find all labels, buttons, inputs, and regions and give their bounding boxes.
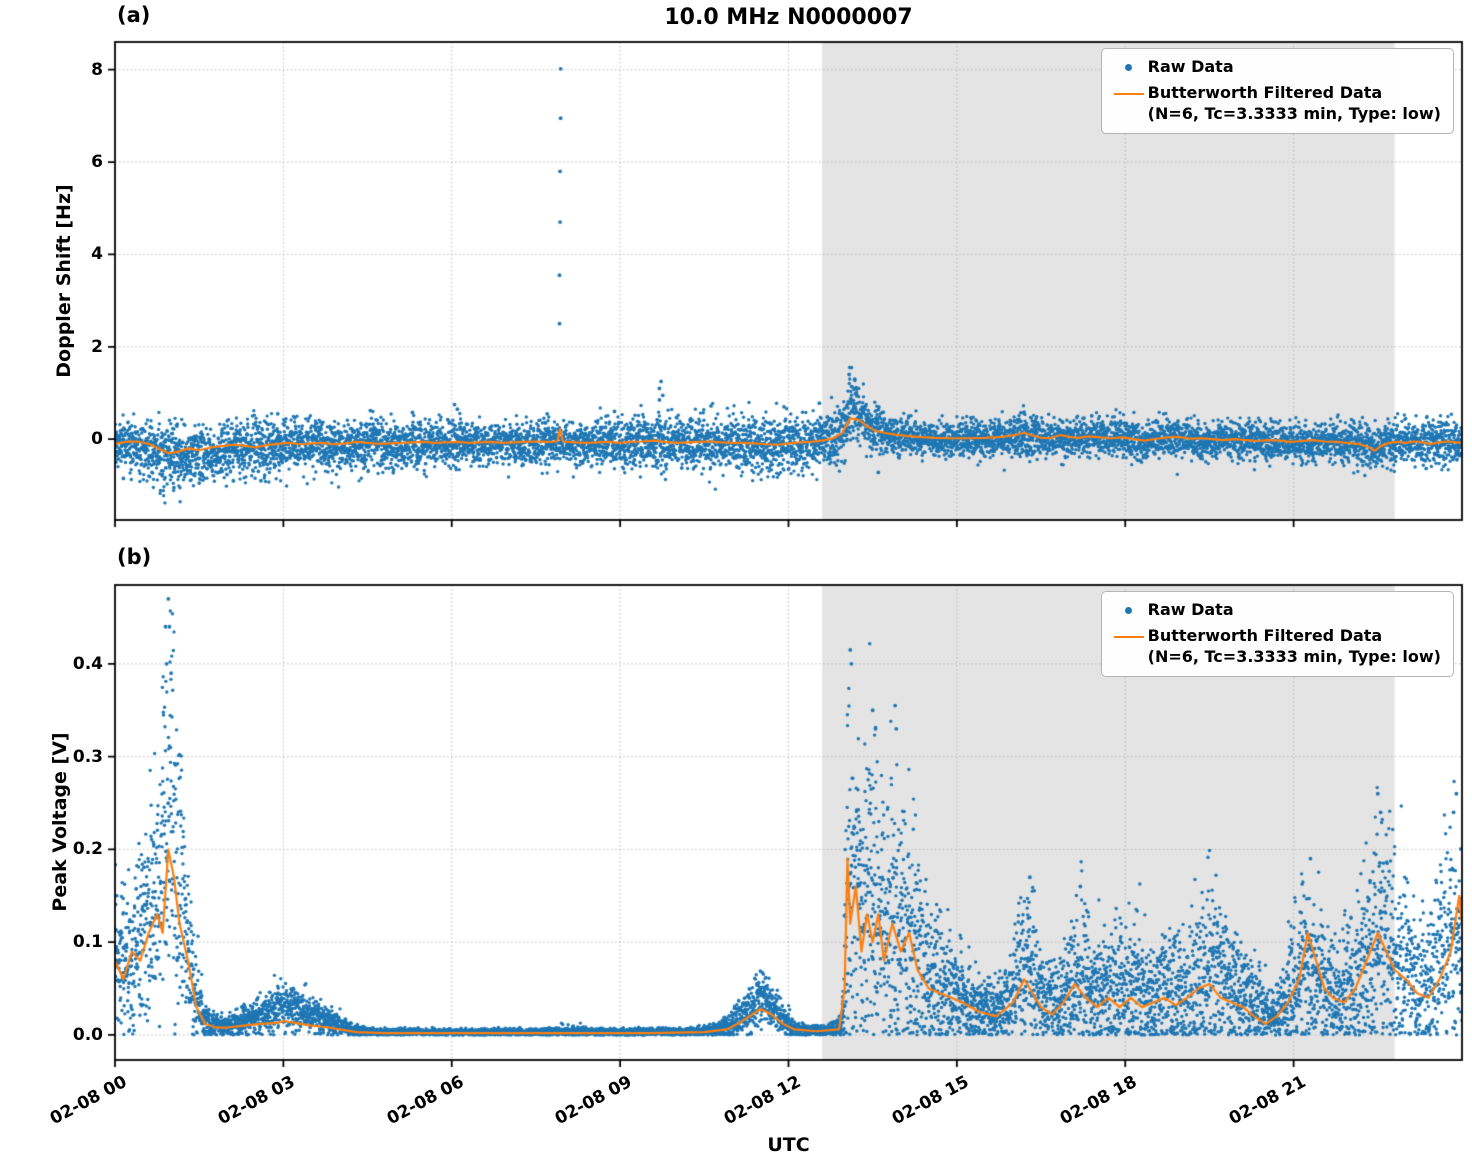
subplot-b-tag: (b) xyxy=(117,545,152,569)
x-axis-label: UTC xyxy=(767,1134,810,1156)
filtered-line-marker-icon xyxy=(1113,92,1144,95)
y-tick-label: 0 xyxy=(91,429,103,450)
legend-b: Raw Data Butterworth Filtered Data (N=6,… xyxy=(1100,591,1454,677)
subplot-a-tag: (a) xyxy=(117,3,151,27)
legend-item-raw: Raw Data xyxy=(1110,57,1441,78)
y-axis-label-voltage: Peak Voltage [V] xyxy=(49,732,71,912)
filtered-line-marker-icon xyxy=(1113,635,1144,638)
legend-filtered-label-line2: (N=6, Tc=3.3333 min, Type: low) xyxy=(1147,646,1441,666)
legend-item-filtered: Butterworth Filtered Data (N=6, Tc=3.333… xyxy=(1110,626,1441,668)
legend-raw-label: Raw Data xyxy=(1147,57,1234,76)
y-tick-label: 2 xyxy=(91,336,103,357)
legend-raw-label: Raw Data xyxy=(1147,600,1234,619)
y-tick-label: 4 xyxy=(91,244,103,265)
chart-title: 10.0 MHz N0000007 xyxy=(664,5,913,30)
raw-data-marker-icon xyxy=(1125,64,1133,71)
y-axis-label-doppler: Doppler Shift [Hz] xyxy=(53,184,75,378)
legend-filtered-label-line1: Butterworth Filtered Data xyxy=(1147,626,1383,645)
y-tick-label: 0.1 xyxy=(72,932,103,953)
y-tick-label: 0.2 xyxy=(72,839,103,860)
legend-filtered-label-line1: Butterworth Filtered Data xyxy=(1147,83,1383,102)
y-tick-label: 0.0 xyxy=(72,1024,103,1045)
legend-item-filtered: Butterworth Filtered Data (N=6, Tc=3.333… xyxy=(1110,83,1441,125)
y-tick-label: 0.3 xyxy=(72,746,103,767)
legend-item-raw: Raw Data xyxy=(1110,600,1441,621)
legend-a: Raw Data Butterworth Filtered Data (N=6,… xyxy=(1100,48,1454,134)
y-tick-label: 8 xyxy=(91,59,103,80)
raw-data-marker-icon xyxy=(1125,607,1133,614)
y-tick-label: 6 xyxy=(91,152,103,173)
legend-filtered-label-line2: (N=6, Tc=3.3333 min, Type: low) xyxy=(1147,103,1441,123)
y-tick-label: 0.4 xyxy=(72,653,103,674)
